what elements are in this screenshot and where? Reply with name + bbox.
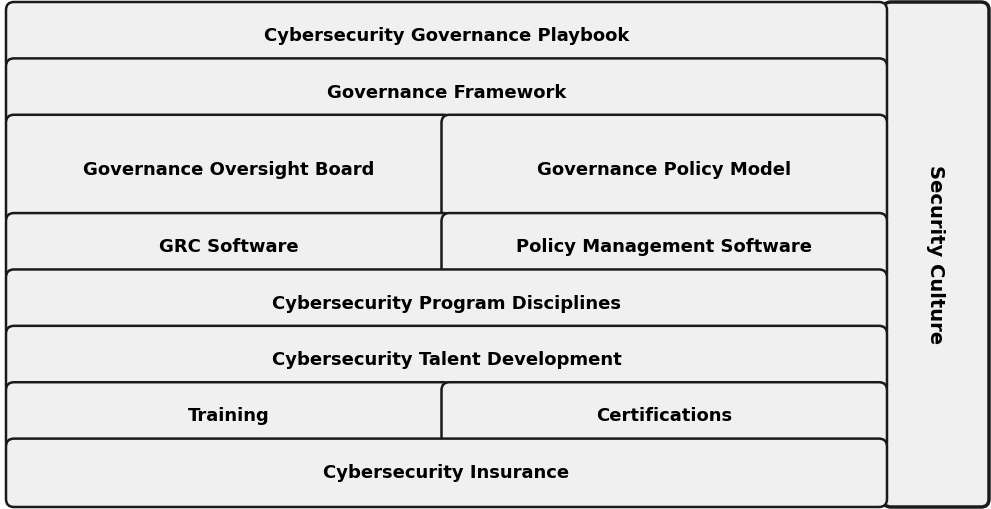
Text: Cybersecurity Talent Development: Cybersecurity Talent Development [272,351,621,369]
Text: Governance Policy Model: Governance Policy Model [537,161,791,179]
FancyBboxPatch shape [6,382,452,450]
FancyBboxPatch shape [6,2,887,70]
FancyBboxPatch shape [883,2,989,507]
FancyBboxPatch shape [6,269,887,338]
Text: Cybersecurity Governance Playbook: Cybersecurity Governance Playbook [264,27,629,45]
Text: Training: Training [188,407,270,426]
FancyBboxPatch shape [6,326,887,394]
FancyBboxPatch shape [442,213,887,281]
Text: Cybersecurity Insurance: Cybersecurity Insurance [323,464,570,482]
Text: Governance Framework: Governance Framework [327,83,566,102]
FancyBboxPatch shape [6,213,452,281]
FancyBboxPatch shape [6,439,887,507]
Text: Cybersecurity Program Disciplines: Cybersecurity Program Disciplines [272,295,621,313]
FancyBboxPatch shape [442,115,887,225]
FancyBboxPatch shape [6,115,452,225]
Text: Security Culture: Security Culture [927,165,945,344]
FancyBboxPatch shape [442,382,887,450]
FancyBboxPatch shape [6,59,887,127]
Text: Governance Oversight Board: Governance Oversight Board [83,161,375,179]
Text: GRC Software: GRC Software [159,238,298,256]
Text: Certifications: Certifications [597,407,732,426]
Text: Policy Management Software: Policy Management Software [516,238,813,256]
